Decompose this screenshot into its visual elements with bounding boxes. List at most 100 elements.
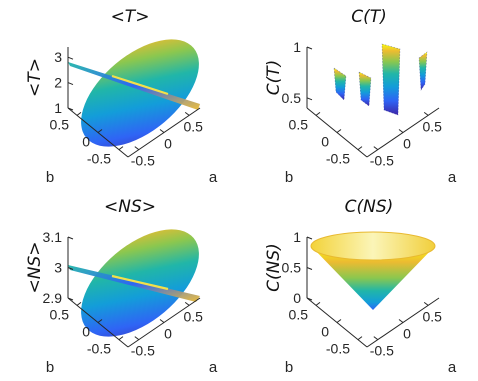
z-tick-mark	[67, 82, 74, 86]
z-tick-mark	[67, 236, 74, 240]
x-tick-label: -0.5	[131, 153, 155, 169]
x-tick-label: 0	[403, 326, 411, 342]
surface-blade	[68, 62, 200, 110]
panel-3: <NS><NS>2.933.10.50-0.5 -0.500.5b a	[25, 197, 218, 376]
x-tick-label: 0.5	[422, 118, 442, 134]
z-tick-label: 0.5	[282, 260, 302, 276]
x-tick-label: 0	[164, 136, 172, 152]
y-tick-mark	[76, 301, 82, 306]
y-tick-mark	[315, 301, 321, 306]
z-tick-mark	[306, 46, 313, 50]
y-axis-label: b	[285, 359, 293, 376]
x-tick-mark	[184, 301, 190, 306]
z-axis-label: C(NS)	[264, 243, 284, 292]
z-tick-label: 1	[54, 100, 62, 116]
surface-disc	[81, 39, 199, 147]
y-axis-label: b	[285, 169, 293, 186]
y-tick-label: 0	[321, 324, 329, 340]
x-tick-label: -0.5	[370, 153, 394, 169]
chart-title: <T>	[111, 7, 150, 27]
x-tick-mark	[184, 111, 190, 116]
x-tick-mark	[423, 301, 429, 306]
z-tick-label: 1	[293, 39, 301, 55]
surface	[310, 231, 436, 310]
y-tick-label: 0	[321, 134, 329, 150]
x-axis-label: a	[448, 169, 457, 186]
z-tick-label: 3	[54, 260, 62, 276]
panel-2: C(T)C(T)0.510.50-0.5 -0.500.5b a	[264, 7, 457, 186]
z-axis-label: C(T)	[264, 60, 284, 96]
panel-4: C(NS)C(NS)00.510.50-0.5 -0.500.5b a	[264, 197, 457, 376]
surface-strip	[359, 72, 371, 106]
surface-strip-mesh	[333, 67, 347, 101]
x-axis-label: a	[209, 359, 218, 376]
y-tick-mark	[357, 146, 363, 151]
surface-strip	[382, 44, 400, 115]
chart-title: C(NS)	[345, 197, 394, 217]
x-axis-label: a	[448, 359, 457, 376]
z-tick-label: 1	[293, 229, 301, 245]
z-axis-label: <NS>	[25, 242, 45, 294]
x-tick-label: 0	[164, 326, 172, 342]
z-tick-label: 0.5	[282, 90, 302, 106]
y-tick-label: 0.5	[50, 116, 70, 132]
y-tick-mark	[336, 319, 342, 323]
x-tick-mark	[398, 129, 404, 133]
y-tick-mark	[118, 146, 124, 151]
surface-strip	[419, 52, 427, 90]
z-tick-label: 2.9	[43, 290, 63, 306]
y-tick-mark	[76, 111, 82, 116]
y-axis-label: b	[46, 169, 54, 186]
z-tick-mark	[67, 297, 74, 301]
x-tick-mark	[398, 319, 404, 323]
y-tick-label: -0.5	[87, 341, 111, 357]
y-tick-label: 0.5	[50, 306, 70, 322]
z-tick-mark	[67, 107, 74, 111]
x-axis-label: a	[209, 169, 218, 186]
z-tick-mark	[67, 56, 74, 60]
y-tick-label: 0	[82, 324, 90, 340]
z-tick-mark	[306, 267, 313, 270]
z-tick-mark	[306, 236, 313, 240]
surface-strip-mesh	[381, 43, 401, 116]
x-tick-mark	[423, 111, 429, 116]
surface	[333, 43, 428, 116]
y-tick-label: -0.5	[326, 151, 350, 167]
y-tick-label: 0.5	[289, 306, 309, 322]
z-axis-label: <T>	[25, 58, 45, 97]
x-tick-label: 0	[403, 136, 411, 152]
z-tick-mark	[67, 267, 74, 270]
surface-strip-mesh	[358, 71, 372, 107]
y-axis-label: b	[46, 359, 54, 376]
y-tick-mark	[357, 336, 363, 341]
x-tick-mark	[373, 146, 379, 151]
y-tick-label: 0	[82, 134, 90, 150]
x-tick-label: 0.5	[183, 308, 203, 324]
x-tick-mark	[134, 146, 140, 151]
surface-strip-mesh	[418, 51, 428, 91]
surface-blade	[68, 265, 200, 302]
x-tick-label: -0.5	[370, 343, 394, 359]
z-tick-label: 3	[54, 49, 62, 65]
y-tick-mark	[315, 111, 321, 116]
cone-rim	[310, 231, 436, 261]
y-tick-mark	[118, 336, 124, 341]
z-tick-label: 3.1	[43, 229, 63, 245]
z-tick-label: 0	[293, 290, 301, 306]
z-tick-mark	[306, 97, 313, 101]
x-tick-mark	[373, 336, 379, 341]
x-tick-mark	[159, 319, 165, 323]
x-tick-label: 0.5	[422, 308, 442, 324]
cone-body	[311, 246, 435, 310]
y-tick-label: -0.5	[87, 151, 111, 167]
surface-ridge	[111, 274, 169, 291]
surface-strip	[334, 68, 346, 100]
surface-ridge	[111, 74, 169, 96]
y-tick-mark	[336, 129, 342, 133]
surface	[68, 39, 200, 147]
z-tick-mark	[306, 297, 313, 301]
y-tick-mark	[97, 129, 103, 133]
y-tick-mark	[97, 319, 103, 323]
